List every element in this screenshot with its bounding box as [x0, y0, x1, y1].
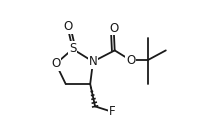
Text: N: N — [89, 55, 97, 68]
Text: O: O — [126, 54, 135, 67]
Text: F: F — [109, 105, 116, 118]
Text: O: O — [109, 22, 118, 34]
Text: S: S — [69, 42, 76, 55]
Text: O: O — [51, 57, 61, 70]
Text: O: O — [63, 20, 72, 33]
